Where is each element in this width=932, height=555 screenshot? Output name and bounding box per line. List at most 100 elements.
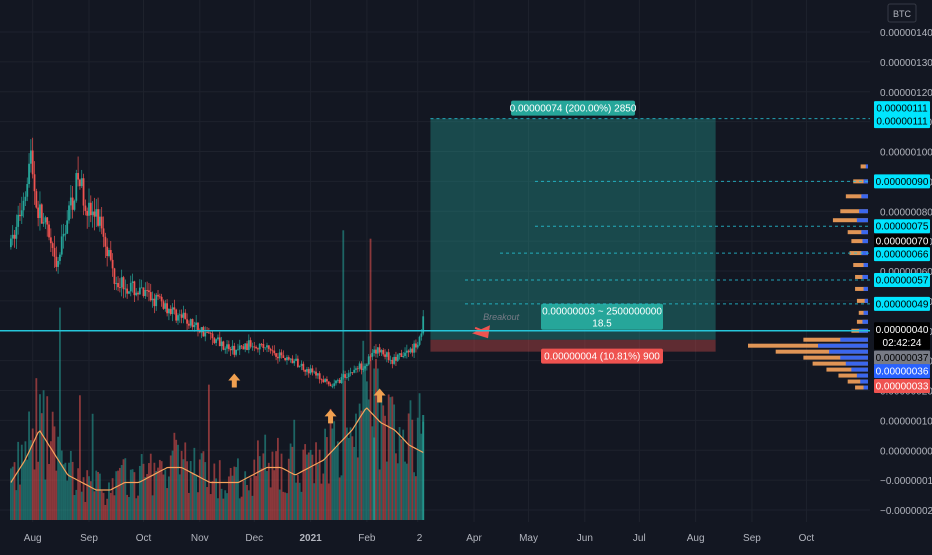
candle-body bbox=[51, 243, 54, 248]
price-tag-box bbox=[874, 296, 930, 311]
volume-bar bbox=[351, 436, 354, 520]
support-arrows bbox=[228, 373, 386, 424]
candle-body bbox=[373, 349, 376, 353]
vp-bar-orange bbox=[845, 194, 868, 199]
candle-body bbox=[187, 323, 190, 326]
volume-bar bbox=[71, 461, 74, 520]
price-tag-box bbox=[874, 247, 930, 262]
volume-bar bbox=[231, 475, 234, 520]
time-tick-label: Jun bbox=[577, 533, 593, 544]
stop-zone[interactable] bbox=[430, 339, 716, 352]
vp-bar-orange bbox=[803, 355, 868, 360]
candle-body bbox=[329, 384, 332, 387]
volume-bar bbox=[262, 453, 265, 520]
candle-body bbox=[420, 333, 423, 337]
candle-body bbox=[369, 356, 372, 358]
volume-bar bbox=[311, 454, 314, 520]
volume-bar bbox=[171, 450, 174, 520]
candle-body bbox=[60, 236, 63, 255]
volume-bar bbox=[55, 470, 58, 520]
price-tick-label: 0.00000080 bbox=[880, 207, 932, 218]
volume-bar bbox=[400, 439, 403, 520]
volume-bar bbox=[46, 396, 49, 520]
volume-bar bbox=[28, 411, 30, 520]
candle-body bbox=[204, 332, 207, 337]
candle-body bbox=[246, 343, 248, 350]
candle-body bbox=[282, 355, 285, 358]
volume-bar bbox=[418, 393, 421, 520]
candle-body bbox=[295, 358, 297, 361]
candle-body bbox=[97, 209, 99, 226]
candle-body bbox=[393, 356, 396, 364]
target-zone[interactable] bbox=[430, 118, 716, 340]
vp-bar-blue bbox=[861, 194, 868, 199]
volume-bar bbox=[235, 467, 238, 520]
volume-bar bbox=[40, 413, 43, 520]
volume-bar bbox=[404, 461, 406, 520]
volume-bar bbox=[298, 482, 301, 520]
volume-bar bbox=[89, 481, 92, 520]
candle-body bbox=[355, 368, 357, 370]
candle-body bbox=[68, 205, 70, 221]
candle-body bbox=[260, 343, 263, 345]
candle-body bbox=[195, 322, 198, 326]
volume-bar bbox=[84, 501, 87, 520]
candle-body bbox=[258, 343, 261, 350]
volume-bar bbox=[111, 478, 114, 520]
volume-bar bbox=[173, 432, 176, 520]
vp-bar-orange bbox=[855, 385, 868, 390]
candle-body bbox=[79, 179, 81, 187]
candle-body bbox=[327, 381, 330, 385]
candle-body bbox=[231, 345, 234, 351]
volume-bar bbox=[153, 462, 156, 520]
candle-body bbox=[66, 220, 69, 234]
price-tag-box bbox=[874, 350, 930, 365]
candle-body bbox=[409, 348, 412, 353]
time-tick-label: Oct bbox=[799, 533, 815, 544]
candle-body bbox=[89, 202, 92, 216]
vp-bar-orange bbox=[832, 218, 868, 223]
candle-body bbox=[115, 283, 118, 284]
volume-bar bbox=[340, 475, 343, 520]
long-position-tool[interactable]: 0.00000074 (200.00%) 2850 0.00000003 ~ 25… bbox=[430, 100, 716, 364]
price-tick-label: 0.00000130 bbox=[880, 58, 932, 69]
candle-body bbox=[158, 296, 161, 298]
vp-bar-orange bbox=[812, 361, 868, 366]
volume-bar bbox=[20, 444, 23, 520]
candle-body bbox=[171, 307, 174, 315]
candle-body bbox=[293, 360, 296, 364]
volume-bar bbox=[284, 492, 287, 520]
time-tick-label: Sep bbox=[80, 533, 98, 544]
candle-body bbox=[49, 237, 52, 244]
candle-body bbox=[349, 372, 352, 374]
volume-bar bbox=[98, 473, 101, 520]
volume-bar bbox=[260, 468, 263, 520]
volume-bar bbox=[376, 368, 379, 520]
volume-bar bbox=[22, 462, 25, 520]
candle-body bbox=[151, 298, 154, 301]
candle-body bbox=[77, 173, 80, 180]
candle-body bbox=[142, 287, 145, 297]
volume-bar bbox=[211, 481, 214, 520]
volume-bar bbox=[257, 440, 259, 520]
candle-body bbox=[416, 344, 419, 348]
candle-body bbox=[375, 349, 377, 354]
candle-body bbox=[88, 202, 90, 216]
candle-body bbox=[220, 341, 223, 347]
candle-body bbox=[84, 205, 87, 211]
volume-bar bbox=[387, 394, 390, 520]
time-tick-label: Feb bbox=[358, 533, 376, 544]
volume-bar bbox=[48, 463, 50, 520]
volume-bar bbox=[338, 477, 341, 520]
candle-body bbox=[226, 344, 228, 349]
volume-bar bbox=[226, 493, 228, 520]
candle-body bbox=[213, 338, 216, 343]
volume-bar bbox=[218, 460, 221, 520]
time-axis[interactable]: Aug Sep Oct Nov Dec 2021 Feb 2 Apr May Jun Jul Aug Se… bbox=[0, 522, 870, 550]
time-tick-label: Sep bbox=[743, 533, 761, 544]
volume-bar bbox=[206, 487, 208, 520]
candle-body bbox=[71, 197, 74, 210]
candle-body bbox=[353, 369, 356, 373]
candle-body bbox=[135, 292, 138, 296]
